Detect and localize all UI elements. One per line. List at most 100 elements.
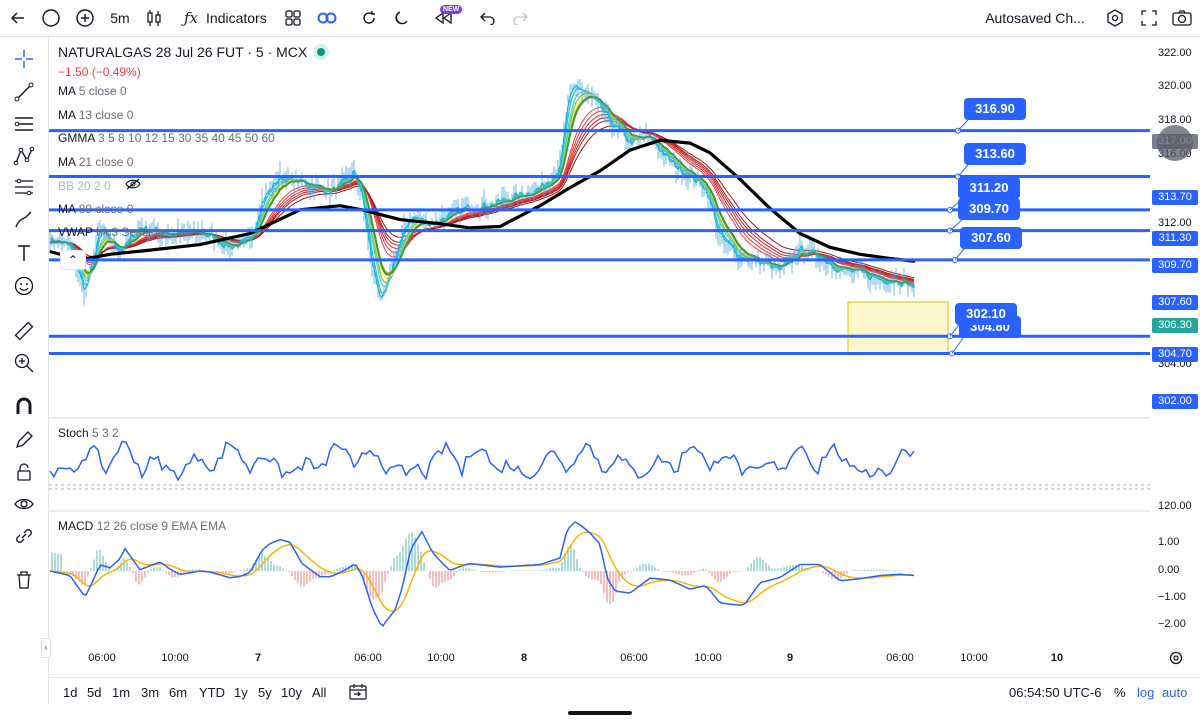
price-tag[interactable]: 304.70	[1152, 347, 1198, 362]
autosave-button[interactable]: Autosaved Ch...	[985, 10, 1085, 26]
date-range-icon[interactable]	[349, 678, 367, 706]
macd-tick-label: −2.00	[1158, 618, 1186, 630]
redo-icon[interactable]	[508, 0, 532, 36]
stoch-legend[interactable]: Stoch 5 3 2	[58, 426, 119, 440]
new-badge: NEW	[440, 5, 463, 14]
drawing-toolbar	[0, 37, 49, 705]
settings-icon[interactable]	[1102, 0, 1128, 36]
indicator-legend-gmma[interactable]: GMMA 3 5 8 10 12 15 30 35 40 45 50 60	[58, 131, 275, 145]
indicator-legend-ma[interactable]: MA 89 close 0	[58, 201, 134, 216]
fullscreen-icon[interactable]	[1136, 0, 1162, 36]
percent-toggle[interactable]: %	[1114, 684, 1126, 700]
indicators-button[interactable]: ƒx Indicators	[184, 0, 276, 36]
line-label[interactable]: 302.10	[955, 303, 1017, 325]
magnet-icon[interactable]	[6, 392, 42, 422]
link-icon[interactable]	[6, 521, 42, 551]
pencil-lock-icon[interactable]	[6, 425, 42, 455]
compare-icon[interactable]	[314, 0, 340, 36]
range-button-all[interactable]: All	[312, 684, 327, 700]
trash-icon[interactable]	[6, 565, 42, 595]
range-button-5y[interactable]: 5y	[258, 684, 272, 700]
time-tick-label: 10	[1050, 652, 1064, 664]
drag-handle-icon[interactable]	[1157, 125, 1193, 161]
undo-icon[interactable]	[476, 0, 500, 36]
range-button-10y[interactable]: 10y	[281, 684, 302, 700]
templates-icon[interactable]	[280, 0, 306, 36]
price-tag[interactable]: 311.30	[1152, 231, 1198, 246]
fib-icon[interactable]	[6, 173, 42, 203]
time-tick-label: 10:00	[694, 652, 722, 664]
zoom-in-icon[interactable]	[6, 348, 42, 378]
gmma-long-line	[49, 119, 915, 281]
line-label[interactable]: 307.60	[960, 227, 1022, 249]
hidden-eye-icon[interactable]	[125, 178, 141, 193]
crosshair-icon[interactable]	[6, 44, 42, 74]
macd-legend[interactable]: MACD 12 26 close 9 EMA EMA	[58, 519, 227, 533]
range-button-1d[interactable]: 1d	[63, 684, 78, 700]
replay-icon[interactable]	[356, 0, 382, 36]
macd-tick-label: 1.00	[1158, 536, 1180, 548]
back-arrow-icon[interactable]	[2, 0, 34, 36]
auto-toggle[interactable]: auto	[1162, 684, 1188, 700]
interval-button[interactable]: 5m	[110, 10, 130, 26]
clock-label[interactable]: 06:54:50 UTC-6	[1009, 684, 1102, 700]
indicator-legend-ma[interactable]: MA 5 close 0	[58, 84, 127, 98]
price-tag[interactable]: 307.60	[1152, 295, 1198, 310]
price-tick-label: 312.00	[1158, 217, 1192, 229]
fx-icon: ƒx	[184, 9, 199, 27]
lock-icon[interactable]	[6, 457, 42, 487]
label-connector	[957, 119, 969, 131]
add-symbol-icon[interactable]	[70, 0, 100, 36]
price-tag[interactable]: 302.00	[1152, 394, 1198, 409]
rewind-icon[interactable]: NEW	[426, 0, 463, 36]
gmma-long-line	[49, 125, 915, 279]
eye-icon[interactable]	[6, 489, 42, 519]
text-icon[interactable]	[6, 238, 42, 268]
range-button-1y[interactable]: 1y	[234, 684, 248, 700]
label-connector	[954, 248, 965, 261]
range-button-ytd[interactable]: YTD	[199, 684, 225, 700]
scale-settings-icon[interactable]	[1168, 650, 1184, 671]
time-tick-label: 7	[254, 652, 262, 664]
indicators-label: Indicators	[206, 10, 267, 26]
price-tag[interactable]: 309.70	[1152, 258, 1198, 273]
collapse-legend-button[interactable]: ⌃	[60, 250, 86, 270]
line-label[interactable]: 316.90	[964, 98, 1026, 120]
label-connector	[957, 164, 969, 177]
indicator-legend-vwap[interactable]: VWAP hlc3 Session	[58, 225, 165, 239]
camera-icon[interactable]	[1168, 0, 1196, 36]
log-toggle[interactable]: log	[1137, 684, 1155, 700]
ruler-icon[interactable]	[6, 316, 42, 346]
range-button-6m[interactable]: 6m	[169, 684, 188, 700]
line-label[interactable]: 309.70	[958, 198, 1020, 220]
highlight-box[interactable]	[847, 301, 949, 355]
time-tick-label: 06:00	[88, 652, 116, 664]
price-tick-label: 318.00	[1158, 114, 1192, 126]
emoji-icon[interactable]	[6, 271, 42, 301]
price-tag[interactable]: 306.30	[1152, 318, 1198, 333]
trend-line-icon[interactable]	[6, 77, 42, 107]
indicator-legend-ma[interactable]: MA 21 close 0	[58, 154, 134, 169]
collapse-left-button[interactable]: ‹	[41, 638, 51, 658]
indicator-legend-ma[interactable]: MA 13 close 0	[58, 107, 134, 122]
time-tick-label: 10:00	[161, 652, 189, 664]
indicator-legend-bb[interactable]: BB 20 2 0	[58, 178, 141, 193]
line-label[interactable]: 311.20	[958, 177, 1020, 199]
price-tag[interactable]: 313.70	[1152, 190, 1198, 205]
label-connector	[949, 324, 960, 337]
brush-icon[interactable]	[6, 205, 42, 235]
horizontal-lines-icon[interactable]	[6, 109, 42, 139]
macd-line	[49, 521, 915, 627]
line-label[interactable]: 313.60	[964, 143, 1026, 165]
range-button-1m[interactable]: 1m	[112, 684, 131, 700]
price-chart[interactable]	[49, 37, 1150, 677]
range-button-5d[interactable]: 5d	[87, 684, 102, 700]
symbol-search-icon[interactable]	[36, 0, 66, 36]
moon-icon[interactable]	[390, 0, 414, 36]
macd-tick-label: 0.00	[1158, 564, 1180, 576]
range-button-3m[interactable]: 3m	[141, 684, 160, 700]
live-dot-icon	[317, 48, 326, 56]
pattern-icon[interactable]	[6, 141, 42, 171]
symbol-title[interactable]: NATURALGAS 28 Jul 26 FUT · 5 · MCX	[58, 44, 326, 60]
candles-icon[interactable]	[140, 0, 168, 36]
